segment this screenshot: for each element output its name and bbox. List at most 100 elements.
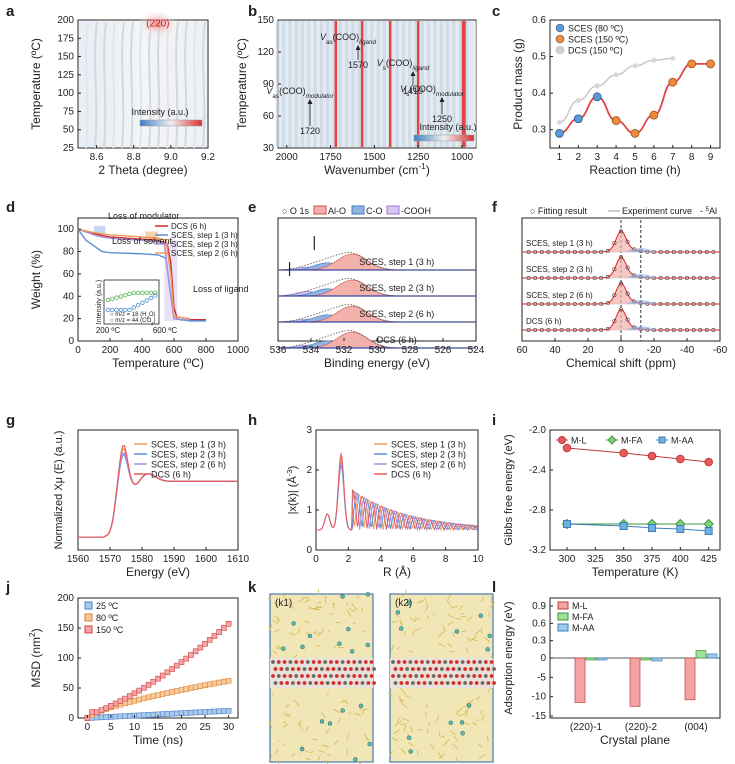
x-tick-label: 9.0 bbox=[164, 152, 178, 163]
y-tick-label: 200 bbox=[57, 593, 74, 604]
experiment-point bbox=[552, 301, 557, 306]
point-1 bbox=[174, 688, 180, 694]
solvent-bond bbox=[270, 653, 273, 655]
x-tick-label: 0 bbox=[313, 554, 319, 565]
point-scces150 bbox=[611, 116, 621, 125]
experiment-point bbox=[572, 301, 577, 306]
solvent-bond bbox=[333, 708, 341, 714]
inset-point-co2 bbox=[131, 305, 136, 310]
x-tick-label: 1 bbox=[557, 152, 563, 163]
point-2 bbox=[174, 662, 180, 669]
point-maa bbox=[563, 520, 571, 528]
experiment-point bbox=[618, 307, 623, 312]
crystal-atom bbox=[273, 681, 278, 685]
plot-frame bbox=[315, 429, 479, 551]
x-tick-label: 800 bbox=[198, 345, 215, 356]
panel-label-e: e bbox=[248, 199, 256, 216]
inset-point-h2o bbox=[148, 290, 154, 295]
point-1 bbox=[169, 689, 175, 695]
solvent-bond bbox=[455, 756, 459, 763]
molecule bbox=[353, 757, 358, 762]
point-0 bbox=[103, 714, 110, 720]
annotation-modulator: Loss of modulator bbox=[108, 211, 180, 221]
experiment-point bbox=[552, 250, 557, 255]
inset-point-h2o bbox=[127, 291, 132, 297]
x-tick-label: (004) bbox=[684, 722, 707, 733]
experiment-point bbox=[585, 249, 590, 254]
point-dcs bbox=[632, 63, 638, 69]
solvent-bond bbox=[394, 720, 402, 727]
point-1 bbox=[159, 691, 166, 697]
solvent-bond bbox=[481, 715, 484, 721]
y-tick-label: 50 bbox=[63, 125, 75, 136]
legend-label: M-L bbox=[571, 436, 587, 446]
solvent-bond bbox=[293, 699, 300, 707]
crystal-atom bbox=[276, 674, 281, 678]
y-axis-title: Gibbs free energy (eV) bbox=[503, 434, 515, 545]
point-maa bbox=[619, 522, 628, 530]
plot-frame bbox=[77, 217, 239, 342]
y-tick-label: 75 bbox=[63, 106, 75, 117]
point-maa bbox=[676, 525, 685, 533]
legend-label: 80 ºC bbox=[96, 613, 119, 623]
experiment-point bbox=[579, 301, 584, 306]
y-tick-label: 100 bbox=[57, 224, 74, 235]
band-annotation: Vs(COO)modulator bbox=[400, 84, 465, 98]
legend-label: SCES, step 2 (6 h) bbox=[391, 460, 466, 470]
experiment-point bbox=[684, 327, 689, 332]
experiment-point bbox=[704, 275, 709, 280]
solvent-bond bbox=[346, 749, 349, 755]
y-tick-label: 125 bbox=[57, 70, 74, 81]
x-axis-title: Wavenumber (cm-1) bbox=[324, 161, 430, 177]
x-tick-label: 600 bbox=[166, 345, 183, 356]
crystal-atom bbox=[302, 667, 307, 671]
solvent-bond bbox=[282, 723, 289, 728]
point-ml bbox=[562, 443, 572, 453]
solvent-bond bbox=[348, 712, 352, 715]
inset-point-h2o bbox=[105, 297, 111, 303]
crystal-atom bbox=[402, 674, 407, 678]
solvent-bond bbox=[318, 631, 321, 634]
x-axis-title: Time (ns) bbox=[133, 733, 183, 747]
experiment-point bbox=[711, 275, 716, 280]
solvent-bond bbox=[396, 647, 401, 650]
crystal-atom bbox=[443, 660, 448, 664]
crystal-atom bbox=[366, 681, 371, 685]
legend-label: M-FA bbox=[621, 436, 643, 446]
y-tick-label: -10 bbox=[532, 692, 547, 703]
x-tick-label: 400 bbox=[134, 345, 151, 356]
legend-marker bbox=[607, 435, 617, 445]
molecule bbox=[460, 731, 465, 736]
experiment-point bbox=[691, 327, 696, 332]
point-2 bbox=[117, 698, 124, 704]
point-2 bbox=[188, 652, 194, 658]
row-label: SCES, step 2 (3 h) bbox=[359, 283, 434, 293]
point-2 bbox=[164, 669, 171, 676]
molecule bbox=[466, 703, 472, 708]
row-label: DCS (6 h) bbox=[377, 335, 417, 345]
y-axis-title: Adsorption energy (eV) bbox=[503, 601, 515, 714]
experiment-point bbox=[559, 327, 564, 332]
solvent-bond bbox=[413, 628, 421, 632]
y-tick-label: -5 bbox=[537, 672, 546, 683]
experiment-point bbox=[625, 239, 630, 244]
crystal-atom bbox=[402, 660, 407, 664]
heatmap-streak bbox=[85, 21, 89, 149]
crystal-atom bbox=[300, 674, 304, 678]
crystal-atom bbox=[340, 660, 345, 664]
crystal-atom bbox=[483, 660, 488, 664]
solvent-bond bbox=[316, 588, 320, 595]
legend-label: SCES, step 2 (3 h) bbox=[171, 240, 238, 249]
solvent-bond bbox=[317, 632, 323, 637]
crystal-atom bbox=[457, 681, 462, 685]
crystal-atom bbox=[331, 681, 336, 685]
solvent-bond bbox=[477, 743, 483, 748]
legend-label: M-AA bbox=[572, 623, 595, 633]
bar bbox=[684, 657, 696, 701]
x-axis-title: R (Å) bbox=[383, 564, 411, 579]
point-ml bbox=[676, 454, 685, 464]
bar bbox=[574, 657, 586, 703]
inset-legend: ○ m/z = 18 (H2O) bbox=[110, 312, 155, 320]
solvent-bond bbox=[408, 742, 415, 747]
crystal-atom bbox=[352, 674, 357, 678]
